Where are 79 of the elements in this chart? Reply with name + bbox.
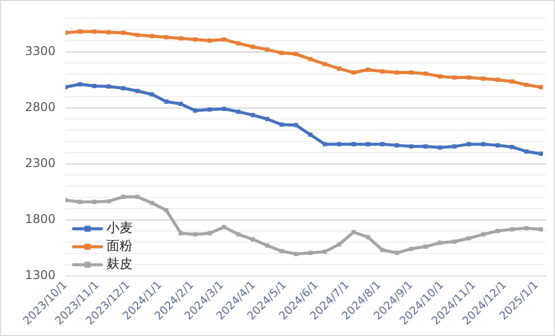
point: [178, 231, 183, 236]
point: [481, 76, 486, 81]
point: [193, 108, 198, 113]
point: [466, 142, 471, 146]
point: [466, 236, 471, 240]
y-tick-label: 1800: [24, 212, 56, 226]
y-tick-label: 3300: [24, 44, 56, 58]
point: [78, 82, 82, 86]
point: [178, 36, 183, 40]
point: [481, 232, 486, 236]
point: [322, 142, 327, 146]
point: [394, 250, 399, 255]
point: [279, 249, 284, 254]
point: [92, 30, 96, 34]
point: [409, 144, 414, 149]
point: [366, 235, 370, 240]
point: [78, 30, 82, 34]
point: [438, 240, 442, 245]
point: [337, 242, 342, 247]
point: [121, 194, 126, 199]
point: [250, 237, 255, 242]
point: [337, 66, 342, 71]
point: [394, 70, 399, 75]
point: [164, 100, 168, 104]
point: [424, 72, 428, 76]
point: [380, 142, 385, 146]
point: [351, 142, 356, 146]
point: [294, 123, 298, 128]
point: [496, 228, 500, 234]
point: [92, 84, 96, 88]
point: [409, 246, 414, 252]
point: [366, 68, 370, 72]
point: [308, 132, 313, 137]
point: [265, 47, 270, 52]
point: [265, 243, 270, 248]
point: [496, 143, 500, 148]
point: [265, 116, 270, 122]
point: [250, 112, 255, 118]
legend-label: 面粉: [106, 239, 133, 254]
point: [106, 84, 111, 89]
point: [92, 200, 96, 204]
point: [322, 250, 327, 254]
point: [164, 35, 168, 40]
point: [510, 227, 514, 232]
point: [207, 231, 212, 236]
point: [424, 244, 428, 249]
point: [538, 84, 543, 90]
point: [193, 232, 198, 236]
point: [121, 86, 126, 90]
legend-label: 小麦: [106, 221, 133, 236]
point: [366, 142, 370, 146]
point: [78, 200, 82, 204]
point: [394, 143, 399, 148]
point: [337, 142, 342, 146]
point: [178, 102, 183, 106]
point: [524, 226, 529, 230]
point: [164, 208, 168, 212]
point: [135, 194, 140, 199]
point: [481, 142, 486, 146]
y-tick-label: 2300: [24, 156, 56, 170]
point: [466, 75, 471, 80]
y-tick-label: 2800: [24, 100, 56, 114]
point: [308, 250, 313, 255]
point: [193, 37, 198, 42]
point: [106, 30, 111, 34]
point: [106, 199, 111, 204]
point: [409, 70, 414, 75]
point: [322, 62, 327, 66]
y-tick-label: 1300: [24, 268, 56, 282]
point: [524, 82, 529, 87]
point: [150, 92, 154, 96]
point: [236, 232, 241, 236]
point: [121, 30, 126, 35]
point: [538, 152, 543, 156]
point: [250, 44, 255, 49]
point: [496, 78, 500, 82]
legend-label: 麸皮: [106, 257, 133, 272]
point: [236, 110, 241, 114]
point: [538, 227, 543, 232]
